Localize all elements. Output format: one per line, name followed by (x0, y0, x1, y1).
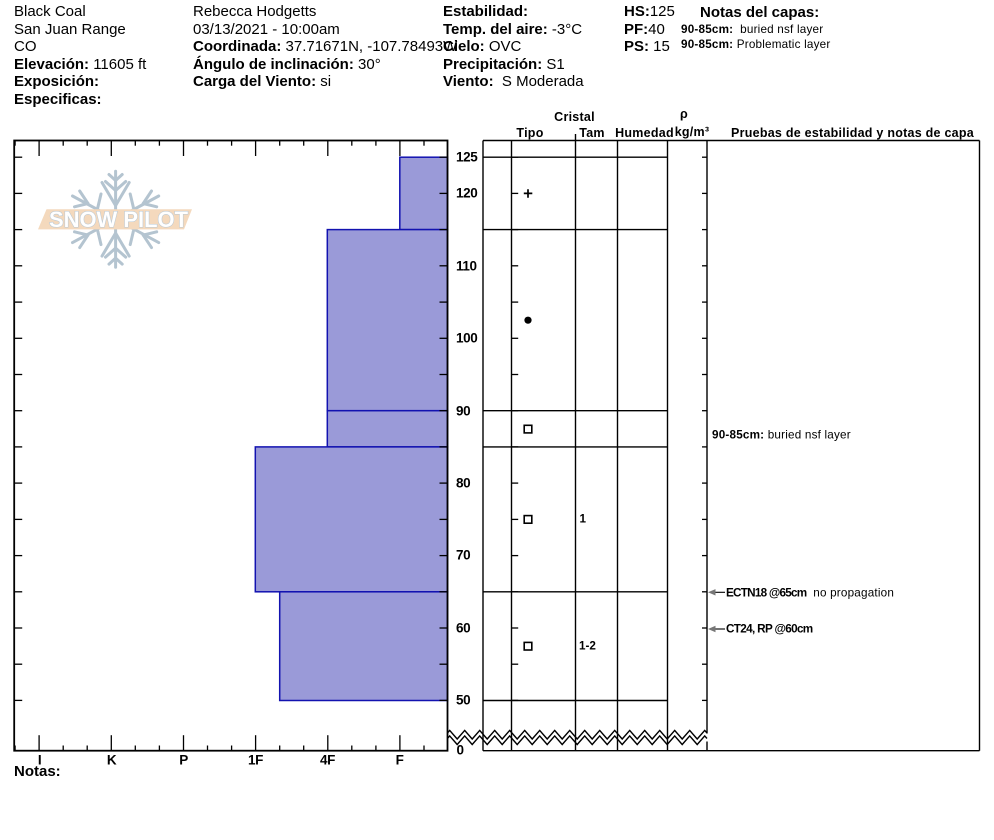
svg-text:SNOW PILOT: SNOW PILOT (49, 207, 188, 232)
